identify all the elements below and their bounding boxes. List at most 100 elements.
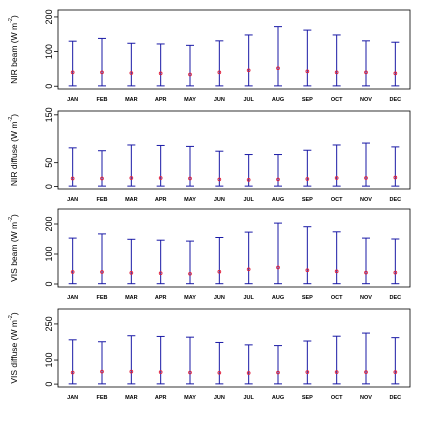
x-tick-label: DEC [390,295,402,301]
errorbar-aug [274,222,282,285]
x-tick-label: JUN [214,197,225,203]
mean-marker [100,70,104,75]
errorbar-jun [215,237,224,285]
mean-marker [276,177,280,182]
mean-marker [334,70,339,75]
mean-marker [246,371,251,375]
mean-marker [129,271,134,275]
mean-marker [246,178,251,182]
errorbar-nov [362,237,370,285]
errorbar-mar [127,238,136,285]
x-tick-label: DEC [390,197,402,203]
mean-marker [158,271,163,276]
errorbar-aug [274,26,282,87]
y-tick-label: 150 [44,107,54,122]
x-tick-label: NOV [360,295,372,301]
errorbar-aug [274,345,282,385]
errorbar-oct [332,34,341,87]
x-tick-label: SEP [302,295,313,301]
errorbar-dec [391,238,400,285]
x-tick-label: MAY [184,295,196,301]
x-tick-label: FEB [97,97,108,103]
errorbar-jan [68,237,77,285]
errorbar-jul [244,154,253,187]
x-tick-label: NOV [360,197,372,203]
chart-panel-2: 0 50 150 NIR diffuse (W m-2) JAN FEB MAR APR MAY… [8,107,411,203]
errorbar-nov [362,332,370,385]
errorbar-oct [332,144,341,187]
errorbar-jan [68,339,77,385]
errorbar-apr [156,43,165,87]
mean-marker [305,177,310,181]
errorbar-aug [274,154,282,187]
chart-panel-3: 0 100 200 VIS beam (W m-2) JAN FEB MAR APR MAY JU… [8,208,411,301]
mean-marker [364,370,368,374]
mean-marker [70,370,75,375]
x-tick-label: APR [155,395,167,401]
mean-marker [276,66,280,71]
x-tick-label: JUL [243,295,254,301]
errorbar-feb [98,37,106,87]
errorbar-dec [391,41,400,87]
mean-marker [129,369,134,374]
y-tick-label: 100 [44,246,54,261]
mean-marker [188,271,192,276]
mean-marker [129,176,134,180]
x-tick-label: OCT [331,197,343,203]
errorbar-sep [303,29,312,87]
errorbar-mar [127,335,136,385]
y-tick-label: 0 [44,84,54,89]
x-tick-label: MAY [184,97,196,103]
errorbar-dec [391,337,400,385]
mean-marker [70,70,75,75]
x-tick-label: FEB [97,395,108,401]
y-axis-title: VIS diffuse (W m-2) [8,312,19,384]
chart-panel-4: 0 100 250 VIS diffuse (W m-2) JAN FEB MAR APR MA… [8,308,411,401]
mean-marker [70,270,75,274]
errorbar-may [186,44,194,87]
mean-marker [129,71,134,75]
errorbar-may [186,240,194,285]
x-tick-label: OCT [331,295,343,301]
errorbar-jan [68,147,77,187]
errorbar-jul [244,34,253,87]
x-tick-label: JUN [214,295,225,301]
x-tick-label: MAY [184,197,196,203]
x-tick-label: DEC [390,97,402,103]
x-tick-label: JUN [214,97,225,103]
y-tick-label: 50 [44,158,54,168]
errorbar-feb [98,341,106,385]
x-tick-label: MAR [125,97,138,103]
y-tick-label: 250 [44,316,54,331]
plot-frame [57,308,411,388]
y-tick-label: 100 [44,44,54,59]
mean-marker [393,270,398,275]
x-tick-label: JUN [214,395,225,401]
x-tick-label: JUL [243,97,254,103]
plot-frame [57,110,411,190]
mean-marker [158,71,163,76]
mean-marker [246,68,251,73]
x-tick-label: SEP [302,197,313,203]
mean-marker [393,370,398,374]
x-tick-label: NOV [360,395,372,401]
mean-marker [276,265,280,270]
x-tick-label: MAR [125,197,138,203]
errorbar-jan [68,40,77,87]
errorbar-jul [244,344,253,385]
mean-marker [246,267,251,272]
x-tick-label: AUG [272,295,284,301]
x-tick-label: SEP [302,395,313,401]
x-tick-label: JAN [67,97,78,103]
mean-marker [217,177,222,182]
errorbar-feb [98,150,106,187]
errorbar-oct [332,335,341,385]
errorbar-dec [391,146,400,187]
errorbar-jul [244,231,253,285]
errorbar-jun [215,341,224,385]
x-tick-label: FEB [97,197,108,203]
x-tick-label: JAN [67,395,78,401]
mean-marker [334,370,339,374]
y-tick-label: 0 [44,184,54,189]
mean-marker [100,369,104,374]
